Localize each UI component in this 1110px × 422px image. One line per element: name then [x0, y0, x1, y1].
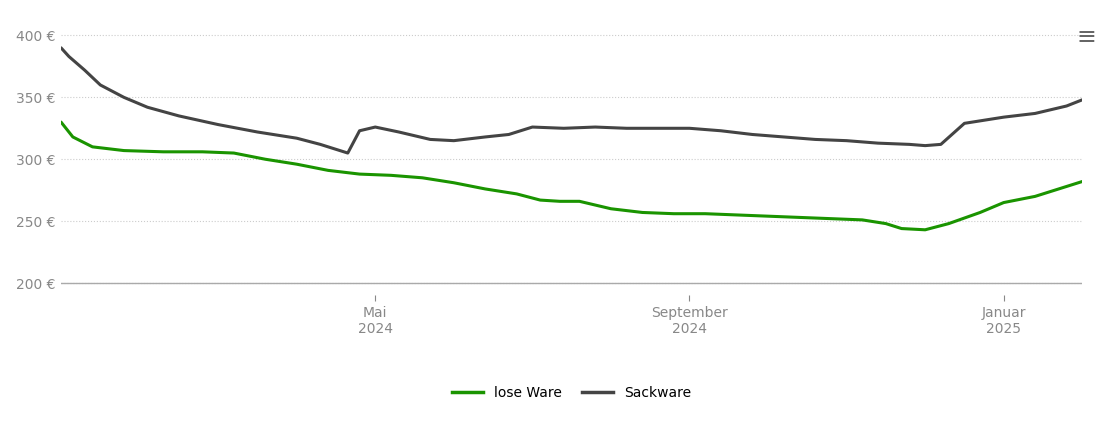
Legend: lose Ware, Sackware: lose Ware, Sackware — [446, 380, 697, 406]
Text: ≡: ≡ — [1077, 25, 1097, 49]
